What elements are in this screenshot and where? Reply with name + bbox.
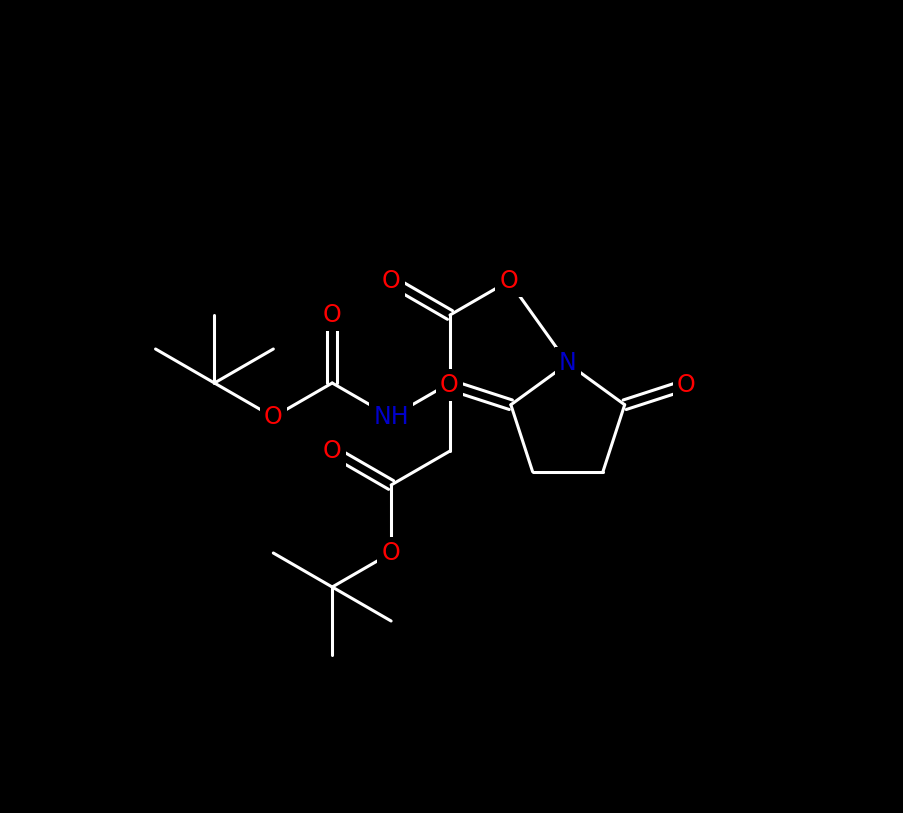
Text: O: O	[499, 269, 517, 293]
Text: O: O	[381, 269, 400, 293]
Text: NH: NH	[373, 405, 408, 429]
Text: O: O	[440, 373, 459, 397]
Text: O: O	[676, 373, 694, 397]
Text: O: O	[264, 405, 283, 429]
Text: N: N	[558, 351, 576, 376]
Text: O: O	[381, 541, 400, 565]
Text: O: O	[322, 439, 341, 463]
Text: O: O	[322, 303, 341, 327]
